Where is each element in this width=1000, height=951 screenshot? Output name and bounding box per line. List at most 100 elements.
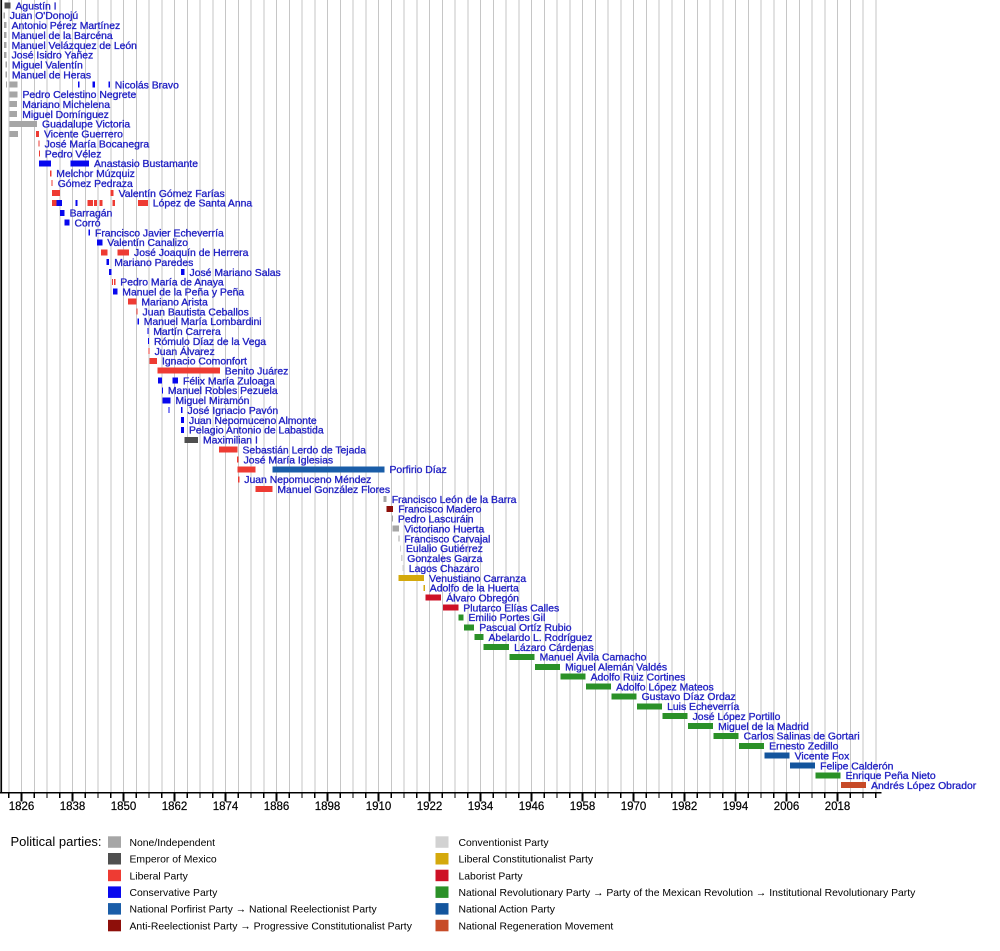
svg-text:Abelardo L. Rodríguez: Abelardo L. Rodríguez xyxy=(489,633,593,644)
svg-text:Plutarco Elías Calles: Plutarco Elías Calles xyxy=(463,603,559,614)
svg-text:Miguel Valentín: Miguel Valentín xyxy=(12,61,83,72)
svg-text:Rómulo Díaz de la Vega: Rómulo Díaz de la Vega xyxy=(154,337,266,348)
svg-text:Enrique Peña Nieto: Enrique Peña Nieto xyxy=(846,771,936,782)
svg-text:Manuel de Heras: Manuel de Heras xyxy=(12,70,91,81)
svg-text:Sebastián Lerdo de Tejada: Sebastián Lerdo de Tejada xyxy=(243,445,367,456)
svg-text:1958: 1958 xyxy=(570,801,596,813)
svg-text:National Porfirist Party → Nat: National Porfirist Party → National Reel… xyxy=(130,905,378,916)
svg-text:Luis Echeverría: Luis Echeverría xyxy=(667,702,739,713)
svg-text:José Mariano Salas: José Mariano Salas xyxy=(190,268,281,279)
svg-text:Manuel María Lombardini: Manuel María Lombardini xyxy=(144,317,262,328)
svg-text:None/Independent: None/Independent xyxy=(130,838,216,849)
svg-text:Pedro Lascuráin: Pedro Lascuráin xyxy=(398,515,474,526)
svg-text:Valentín Gómez Farías: Valentín Gómez Farías xyxy=(119,189,225,200)
svg-text:1982: 1982 xyxy=(672,801,698,813)
svg-text:Ernesto Zedillo: Ernesto Zedillo xyxy=(769,742,839,753)
svg-text:José Isidro Yañez: José Isidro Yañez xyxy=(12,51,94,62)
svg-text:Juan Bautista Ceballos: Juan Bautista Ceballos xyxy=(143,307,249,318)
svg-text:Valentín Canalizo: Valentín Canalizo xyxy=(107,238,188,249)
svg-text:Mariano Arista: Mariano Arista xyxy=(141,297,208,308)
svg-text:Political parties:: Political parties: xyxy=(11,834,102,849)
svg-text:2018: 2018 xyxy=(825,801,851,813)
svg-text:Benito Juárez: Benito Juárez xyxy=(225,366,289,377)
svg-text:José Ignacio Pavón: José Ignacio Pavón xyxy=(188,406,279,417)
svg-text:Pelagio Antonio de Labastida: Pelagio Antonio de Labastida xyxy=(189,426,324,437)
svg-text:Juan Nepomuceno Almonte: Juan Nepomuceno Almonte xyxy=(189,416,317,427)
svg-text:Vicente Fox: Vicente Fox xyxy=(795,751,850,762)
svg-text:Anastasio Bustamante: Anastasio Bustamante xyxy=(94,159,198,170)
svg-text:Adolfo de la Huerta: Adolfo de la Huerta xyxy=(430,584,519,595)
svg-text:Adolfo Ruiz Cortines: Adolfo Ruiz Cortines xyxy=(591,672,686,683)
svg-text:Melchor Múzquiz: Melchor Múzquiz xyxy=(56,169,135,180)
svg-text:Ignacio Comonfort: Ignacio Comonfort xyxy=(162,357,247,368)
svg-text:Gustavo Díaz Ordaz: Gustavo Díaz Ordaz xyxy=(642,692,736,703)
svg-text:Emilio Portes Gil: Emilio Portes Gil xyxy=(469,613,546,624)
svg-text:Porfirio Díaz: Porfirio Díaz xyxy=(390,465,447,476)
svg-text:Laborist Party: Laborist Party xyxy=(459,871,524,882)
svg-text:Manuel Robles Pezuela: Manuel Robles Pezuela xyxy=(168,386,278,397)
svg-text:Francisco León de la Barra: Francisco León de la Barra xyxy=(392,495,517,506)
svg-text:Victoriano Huerta: Victoriano Huerta xyxy=(404,524,484,535)
svg-text:Francisco Carvajal: Francisco Carvajal xyxy=(404,534,490,545)
svg-text:Venustiano Carranza: Venustiano Carranza xyxy=(429,574,526,585)
svg-text:Conventionist Party: Conventionist Party xyxy=(459,838,550,849)
svg-text:Manuel Velázquez de León: Manuel Velázquez de León xyxy=(12,41,138,52)
svg-text:Juan Álvarez: Juan Álvarez xyxy=(155,345,215,358)
svg-text:National Action Party: National Action Party xyxy=(459,905,556,916)
svg-text:Maximilian I: Maximilian I xyxy=(203,436,258,447)
svg-text:Guadalupe Victoria: Guadalupe Victoria xyxy=(42,120,130,131)
svg-text:Miguel Alemán Valdés: Miguel Alemán Valdés xyxy=(565,663,667,674)
svg-text:1970: 1970 xyxy=(621,801,647,813)
svg-text:Pedro María de Anaya: Pedro María de Anaya xyxy=(120,278,224,289)
svg-text:Barragán: Barragán xyxy=(70,209,113,220)
svg-text:National Regeneration Movement: National Regeneration Movement xyxy=(459,921,614,932)
svg-text:José López Portillo: José López Portillo xyxy=(693,712,781,723)
svg-text:Carlos Salinas de Gortari: Carlos Salinas de Gortari xyxy=(744,732,860,743)
svg-text:Corró: Corró xyxy=(75,218,101,229)
svg-text:Vicente Guerrero: Vicente Guerrero xyxy=(44,130,123,141)
svg-text:1898: 1898 xyxy=(315,801,341,813)
svg-text:1862: 1862 xyxy=(162,801,188,813)
svg-text:José María Iglesias: José María Iglesias xyxy=(244,455,334,466)
svg-text:2006: 2006 xyxy=(774,801,800,813)
svg-text:Adolfo López Mateos: Adolfo López Mateos xyxy=(616,682,714,693)
svg-text:José María Bocanegra: José María Bocanegra xyxy=(45,139,150,150)
svg-text:Antonio Pérez Martínez: Antonio Pérez Martínez xyxy=(12,21,121,32)
svg-text:Manuel de la Peña y Peña: Manuel de la Peña y Peña xyxy=(122,288,244,299)
svg-text:Nicolás Bravo: Nicolás Bravo xyxy=(115,80,179,91)
svg-text:Liberal Party: Liberal Party xyxy=(130,871,189,882)
svg-text:Juan O'Donojú: Juan O'Donojú xyxy=(10,11,79,22)
svg-text:Francisco Javier Echeverría: Francisco Javier Echeverría xyxy=(95,228,224,239)
svg-text:Emperor of Mexico: Emperor of Mexico xyxy=(130,855,217,866)
svg-text:1946: 1946 xyxy=(519,801,545,813)
svg-text:Conservative Party: Conservative Party xyxy=(130,888,219,899)
svg-text:Miguel Domínguez: Miguel Domínguez xyxy=(22,110,109,121)
svg-text:Gómez Pedraza: Gómez Pedraza xyxy=(58,179,133,190)
svg-text:Manuel de la Barcéna: Manuel de la Barcéna xyxy=(12,31,113,42)
svg-text:Anti-Reelectionist Party → Pro: Anti-Reelectionist Party → Progressive C… xyxy=(130,921,413,932)
svg-text:1850: 1850 xyxy=(111,801,137,813)
svg-text:Manuel González Flores: Manuel González Flores xyxy=(277,485,390,496)
svg-text:Gonzales Garza: Gonzales Garza xyxy=(407,554,482,565)
svg-text:Agustín I: Agustín I xyxy=(16,1,57,12)
svg-text:Francisco Madero: Francisco Madero xyxy=(398,505,481,516)
svg-text:1922: 1922 xyxy=(417,801,443,813)
svg-text:Eulalio Gutiérrez: Eulalio Gutiérrez xyxy=(406,544,483,555)
svg-text:1910: 1910 xyxy=(366,801,392,813)
svg-text:1826: 1826 xyxy=(9,801,35,813)
svg-text:1838: 1838 xyxy=(60,801,86,813)
svg-text:Lázaro Cárdenas: Lázaro Cárdenas xyxy=(514,643,594,654)
svg-text:Felipe Calderón: Felipe Calderón xyxy=(820,761,894,772)
svg-text:Andrés López Obrador: Andrés López Obrador xyxy=(871,781,977,792)
svg-text:Félix María Zuloaga: Félix María Zuloaga xyxy=(183,376,275,387)
svg-text:Pascual Ortíz Rubio: Pascual Ortíz Rubio xyxy=(479,623,572,634)
svg-text:López de Santa Anna: López de Santa Anna xyxy=(153,199,253,210)
svg-text:Miguel de la Madrid: Miguel de la Madrid xyxy=(718,722,809,733)
svg-text:Miguel Miramón: Miguel Miramón xyxy=(176,396,250,407)
svg-text:Lagos Chazaro: Lagos Chazaro xyxy=(409,564,480,575)
svg-text:Álvaro Obregón: Álvaro Obregón xyxy=(446,592,519,605)
svg-text:Juan Nepomuceno Méndez: Juan Nepomuceno Méndez xyxy=(244,475,371,486)
svg-text:1874: 1874 xyxy=(213,801,239,813)
svg-text:1934: 1934 xyxy=(468,801,494,813)
svg-text:Manuel Ávila Camacho: Manuel Ávila Camacho xyxy=(540,651,647,664)
